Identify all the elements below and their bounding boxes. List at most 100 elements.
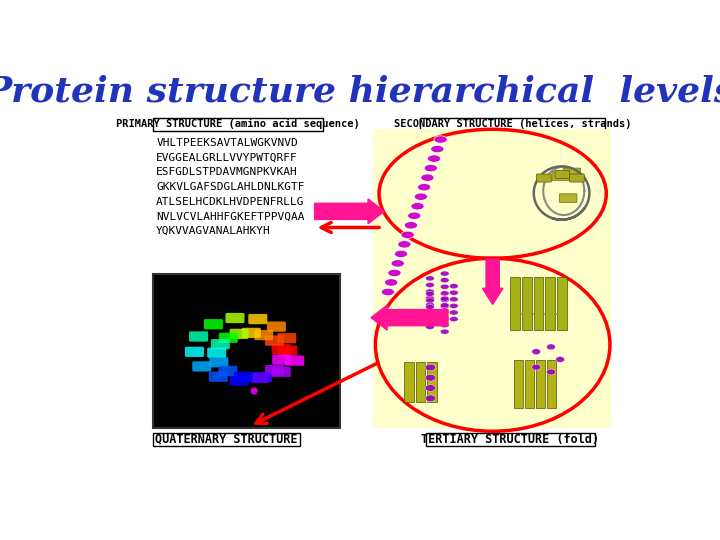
Ellipse shape — [426, 305, 434, 309]
Ellipse shape — [426, 309, 434, 314]
Bar — [514, 360, 523, 408]
Ellipse shape — [414, 193, 428, 200]
Ellipse shape — [401, 231, 414, 239]
Text: EVGGEALGRLLVVYPWTQRFF: EVGGEALGRLLVVYPWTQRFF — [156, 153, 298, 163]
FancyBboxPatch shape — [207, 348, 226, 358]
FancyBboxPatch shape — [265, 335, 284, 346]
Ellipse shape — [449, 316, 458, 322]
FancyArrow shape — [482, 259, 503, 305]
Ellipse shape — [426, 311, 434, 316]
FancyBboxPatch shape — [230, 329, 248, 339]
Ellipse shape — [426, 302, 434, 307]
FancyBboxPatch shape — [219, 333, 238, 343]
Ellipse shape — [441, 322, 449, 328]
Ellipse shape — [441, 316, 449, 321]
FancyBboxPatch shape — [267, 321, 286, 332]
Circle shape — [251, 387, 258, 395]
Ellipse shape — [426, 289, 434, 294]
Ellipse shape — [391, 260, 405, 267]
Bar — [510, 278, 520, 330]
FancyBboxPatch shape — [265, 365, 284, 375]
Bar — [546, 278, 555, 330]
FancyBboxPatch shape — [189, 332, 208, 342]
Ellipse shape — [449, 290, 458, 295]
Ellipse shape — [426, 395, 436, 402]
Bar — [426, 433, 595, 446]
FancyBboxPatch shape — [234, 372, 253, 382]
FancyBboxPatch shape — [225, 313, 245, 323]
Ellipse shape — [441, 303, 449, 308]
Ellipse shape — [426, 318, 434, 323]
FancyBboxPatch shape — [209, 372, 228, 382]
FancyBboxPatch shape — [555, 170, 570, 178]
Ellipse shape — [441, 298, 449, 302]
Ellipse shape — [426, 298, 434, 303]
FancyBboxPatch shape — [552, 172, 570, 180]
Ellipse shape — [408, 212, 420, 219]
FancyBboxPatch shape — [570, 174, 585, 182]
FancyBboxPatch shape — [248, 314, 267, 324]
Text: TERTIARY STRUCTURE (fold): TERTIARY STRUCTURE (fold) — [421, 433, 599, 446]
Ellipse shape — [420, 174, 434, 181]
FancyBboxPatch shape — [563, 168, 580, 177]
FancyBboxPatch shape — [211, 339, 230, 349]
Ellipse shape — [397, 241, 411, 248]
Text: YQKVVAGVANALAHKYH: YQKVVAGVANALAHKYH — [156, 226, 271, 236]
Bar — [428, 362, 437, 402]
Ellipse shape — [441, 309, 449, 314]
Ellipse shape — [449, 310, 458, 315]
Bar — [415, 362, 426, 402]
Ellipse shape — [426, 276, 434, 281]
FancyBboxPatch shape — [278, 346, 297, 356]
Text: NVLVCVLAHHFGKEFTPPVQAA: NVLVCVLAHHFGKEFTPPVQAA — [156, 211, 305, 221]
Ellipse shape — [424, 165, 437, 172]
FancyBboxPatch shape — [192, 361, 212, 372]
FancyBboxPatch shape — [250, 373, 269, 383]
Ellipse shape — [426, 374, 436, 381]
Text: Protein structure hierarchical  levels: Protein structure hierarchical levels — [0, 75, 720, 109]
Text: ESFGDLSTPDAVMGNPKVKAH: ESFGDLSTPDAVMGNPKVKAH — [156, 167, 298, 177]
Ellipse shape — [532, 349, 541, 355]
Ellipse shape — [441, 291, 449, 296]
Ellipse shape — [388, 269, 401, 276]
Ellipse shape — [426, 325, 434, 329]
Ellipse shape — [532, 364, 541, 370]
Ellipse shape — [449, 297, 458, 302]
FancyBboxPatch shape — [230, 375, 249, 386]
Bar — [420, 118, 605, 131]
Ellipse shape — [384, 279, 397, 286]
Bar — [373, 129, 611, 259]
Ellipse shape — [431, 145, 444, 153]
Ellipse shape — [441, 329, 449, 334]
Text: PRIMARY STRUCTURE (amino acid sequence): PRIMARY STRUCTURE (amino acid sequence) — [117, 119, 360, 129]
FancyBboxPatch shape — [210, 357, 228, 367]
Ellipse shape — [441, 296, 449, 301]
Bar — [525, 360, 534, 408]
Bar — [547, 360, 556, 408]
Ellipse shape — [441, 271, 449, 276]
Ellipse shape — [382, 288, 395, 296]
Ellipse shape — [405, 221, 418, 229]
Bar — [522, 278, 531, 330]
Bar — [153, 433, 300, 446]
Ellipse shape — [441, 284, 449, 289]
Ellipse shape — [546, 344, 555, 350]
FancyBboxPatch shape — [242, 328, 261, 338]
Text: VHLTPEEKSAVTALWGKVNVD: VHLTPEEKSAVTALWGKVNVD — [156, 138, 298, 148]
FancyBboxPatch shape — [271, 367, 291, 377]
FancyBboxPatch shape — [253, 372, 272, 382]
Ellipse shape — [449, 303, 458, 308]
Ellipse shape — [441, 278, 449, 283]
Ellipse shape — [449, 284, 458, 289]
Text: SECONDARY STRUCTURE (helices, strands): SECONDARY STRUCTURE (helices, strands) — [394, 119, 631, 129]
Bar — [373, 259, 611, 428]
Ellipse shape — [426, 295, 434, 301]
FancyBboxPatch shape — [254, 330, 273, 340]
FancyArrow shape — [371, 305, 448, 330]
FancyBboxPatch shape — [536, 174, 552, 182]
Bar — [153, 118, 323, 131]
Ellipse shape — [395, 250, 408, 258]
FancyBboxPatch shape — [185, 347, 204, 357]
Text: QUATERNARY STRUCTURE: QUATERNARY STRUCTURE — [156, 433, 298, 446]
FancyBboxPatch shape — [559, 194, 577, 202]
